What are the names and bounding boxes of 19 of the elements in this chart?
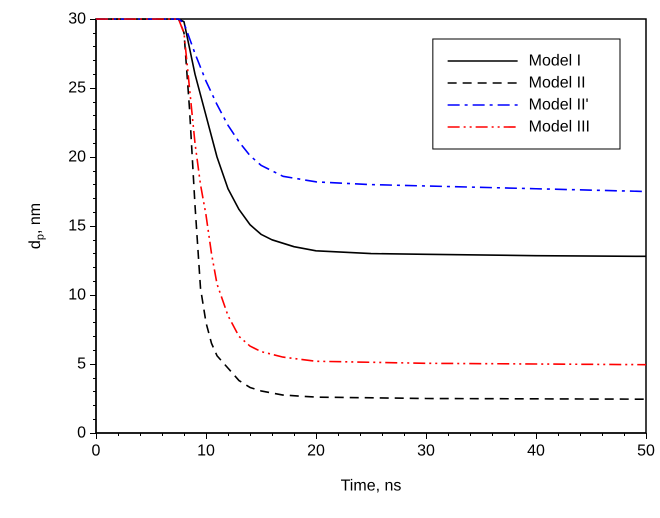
y-tick-label: 0 xyxy=(77,424,86,442)
x-tick-label: 10 xyxy=(197,442,215,460)
x-tick-label: 30 xyxy=(417,442,435,460)
x-tick-label: 0 xyxy=(92,442,101,460)
y-tick-label: 30 xyxy=(68,10,86,28)
y-tick-label: 20 xyxy=(68,148,86,166)
x-tick-label: 50 xyxy=(637,442,655,460)
x-tick-label: 20 xyxy=(307,442,325,460)
legend-label: Model I xyxy=(528,52,582,70)
legend-label: Model II' xyxy=(528,96,589,114)
legend-label: Model II xyxy=(528,74,586,92)
y-tick-label: 10 xyxy=(68,286,86,304)
legend-label: Model III xyxy=(528,118,590,136)
x-tick-label: 40 xyxy=(527,442,545,460)
y-tick-label: 5 xyxy=(77,356,86,372)
x-axis-title: Time, ns xyxy=(340,478,402,494)
y-axis-title: dp, nm xyxy=(27,202,46,250)
y-tick-label: 15 xyxy=(68,218,86,234)
y-tick-label: 25 xyxy=(68,80,86,96)
